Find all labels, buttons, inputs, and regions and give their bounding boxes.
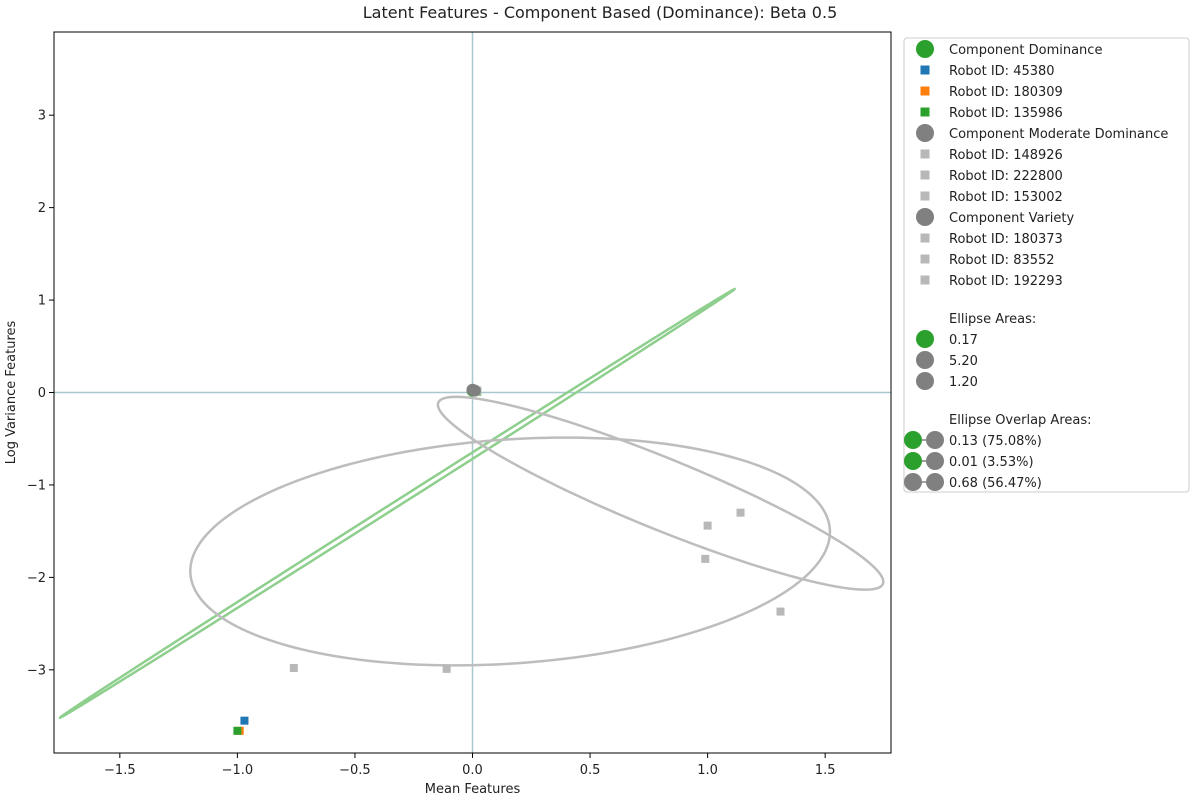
legend-area-marker-2 (916, 372, 934, 390)
x-tick-label: 0.0 (462, 763, 483, 778)
legend-overlap-0: 0.13 (75.08%) (949, 434, 1042, 449)
point-robot-id-45380-0 (240, 716, 249, 725)
ellipse-component-variety (436, 395, 885, 591)
legend-item-robot-id-180309: Robot ID: 180309 (949, 85, 1063, 100)
point-robot-id-222800-0 (442, 664, 451, 673)
point-robot-id-153002-0 (701, 554, 710, 563)
y-tick-label: 0 (38, 386, 46, 401)
point-robot-id-135986-0 (233, 726, 242, 735)
legend-item-component-variety: Component Variety (949, 211, 1075, 226)
y-tick-label: 3 (38, 109, 46, 124)
point-robot-id-148926-0 (289, 663, 298, 672)
legend-marker-component-moderate-dominance (916, 124, 934, 142)
legend-overlap-title: Ellipse Overlap Areas: (949, 413, 1092, 428)
y-tick-label: −2 (27, 571, 46, 586)
legend-marker-robot-id-45380 (920, 65, 930, 75)
point-robot-id-180373-0 (703, 521, 712, 530)
legend-item-component-dominance: Component Dominance (949, 43, 1102, 58)
legend-areas-title: Ellipse Areas: (949, 312, 1036, 327)
legend-overlap-marker-a-2 (904, 473, 922, 491)
legend-item-robot-id-222800: Robot ID: 222800 (949, 169, 1063, 184)
point-robot-id-83552-0 (736, 508, 745, 517)
legend-marker-robot-id-153002 (920, 191, 930, 201)
x-tick-label: −1.0 (222, 763, 254, 778)
plot-area (54, 32, 891, 753)
legend-overlap-marker-a-1 (904, 452, 922, 470)
legend-marker-robot-id-222800 (920, 170, 930, 180)
chart-title: Latent Features - Component Based (Domin… (363, 3, 838, 22)
x-tick-label: −0.5 (339, 763, 371, 778)
legend-marker-component-variety (916, 208, 934, 226)
legend-item-robot-id-148926: Robot ID: 148926 (949, 148, 1063, 163)
y-tick-label: −1 (27, 478, 46, 493)
legend-overlap-marker-b-2 (926, 473, 944, 491)
legend-marker-robot-id-180309 (920, 86, 930, 96)
legend-box (903, 37, 1190, 493)
legend-marker-robot-id-180373 (920, 233, 930, 243)
legend-item-robot-id-192293: Robot ID: 192293 (949, 274, 1063, 289)
legend-item-robot-id-180373: Robot ID: 180373 (949, 232, 1063, 247)
x-tick-label: 1.0 (697, 763, 718, 778)
legend-area-0: 0.17 (949, 333, 978, 348)
legend-overlap-marker-b-0 (926, 431, 944, 449)
mean-component-variety (468, 384, 481, 397)
legend-area-2: 1.20 (949, 375, 978, 390)
x-axis-label: Mean Features (425, 782, 521, 797)
legend-overlap-1: 0.01 (3.53%) (949, 455, 1034, 470)
legend-marker-robot-id-83552 (920, 254, 930, 264)
y-tick-label: 2 (38, 201, 46, 216)
legend: Component Dominance Robot ID: 45380 Robot … (903, 37, 1190, 493)
legend-overlap-2: 0.68 (56.47%) (949, 476, 1042, 491)
legend-marker-robot-id-148926 (920, 149, 930, 159)
legend-marker-component-dominance (916, 40, 934, 58)
legend-marker-robot-id-192293 (920, 275, 930, 285)
point-robot-id-192293-0 (776, 607, 785, 616)
ellipse-component-moderate-dominance (189, 436, 832, 667)
legend-area-marker-0 (916, 330, 934, 348)
x-tick-label: 1.5 (815, 763, 836, 778)
axes: −1.5 −1.0 −0.5 0.0 0.5 1.0 1.5 −3 −2 −1 0 1 2 3 (27, 109, 836, 778)
x-tick-label: 0.5 (580, 763, 601, 778)
legend-item-component-moderate-dominance: Component Moderate Dominance (949, 127, 1168, 142)
y-tick-label: 1 (38, 294, 46, 309)
y-axis-label: Log Variance Features (4, 321, 19, 465)
legend-area-marker-1 (916, 351, 934, 369)
y-tick-label: −3 (27, 663, 46, 678)
legend-overlap-marker-b-1 (926, 452, 944, 470)
ellipse-component-dominance (58, 287, 737, 720)
legend-item-robot-id-45380: Robot ID: 45380 (949, 64, 1055, 79)
legend-item-robot-id-83552: Robot ID: 83552 (949, 253, 1055, 268)
legend-item-robot-id-153002: Robot ID: 153002 (949, 190, 1063, 205)
legend-overlap-marker-a-0 (904, 431, 922, 449)
legend-marker-robot-id-135986 (920, 107, 930, 117)
legend-item-robot-id-135986: Robot ID: 135986 (949, 106, 1063, 121)
x-tick-label: −1.5 (104, 763, 136, 778)
legend-area-1: 5.20 (949, 354, 978, 369)
